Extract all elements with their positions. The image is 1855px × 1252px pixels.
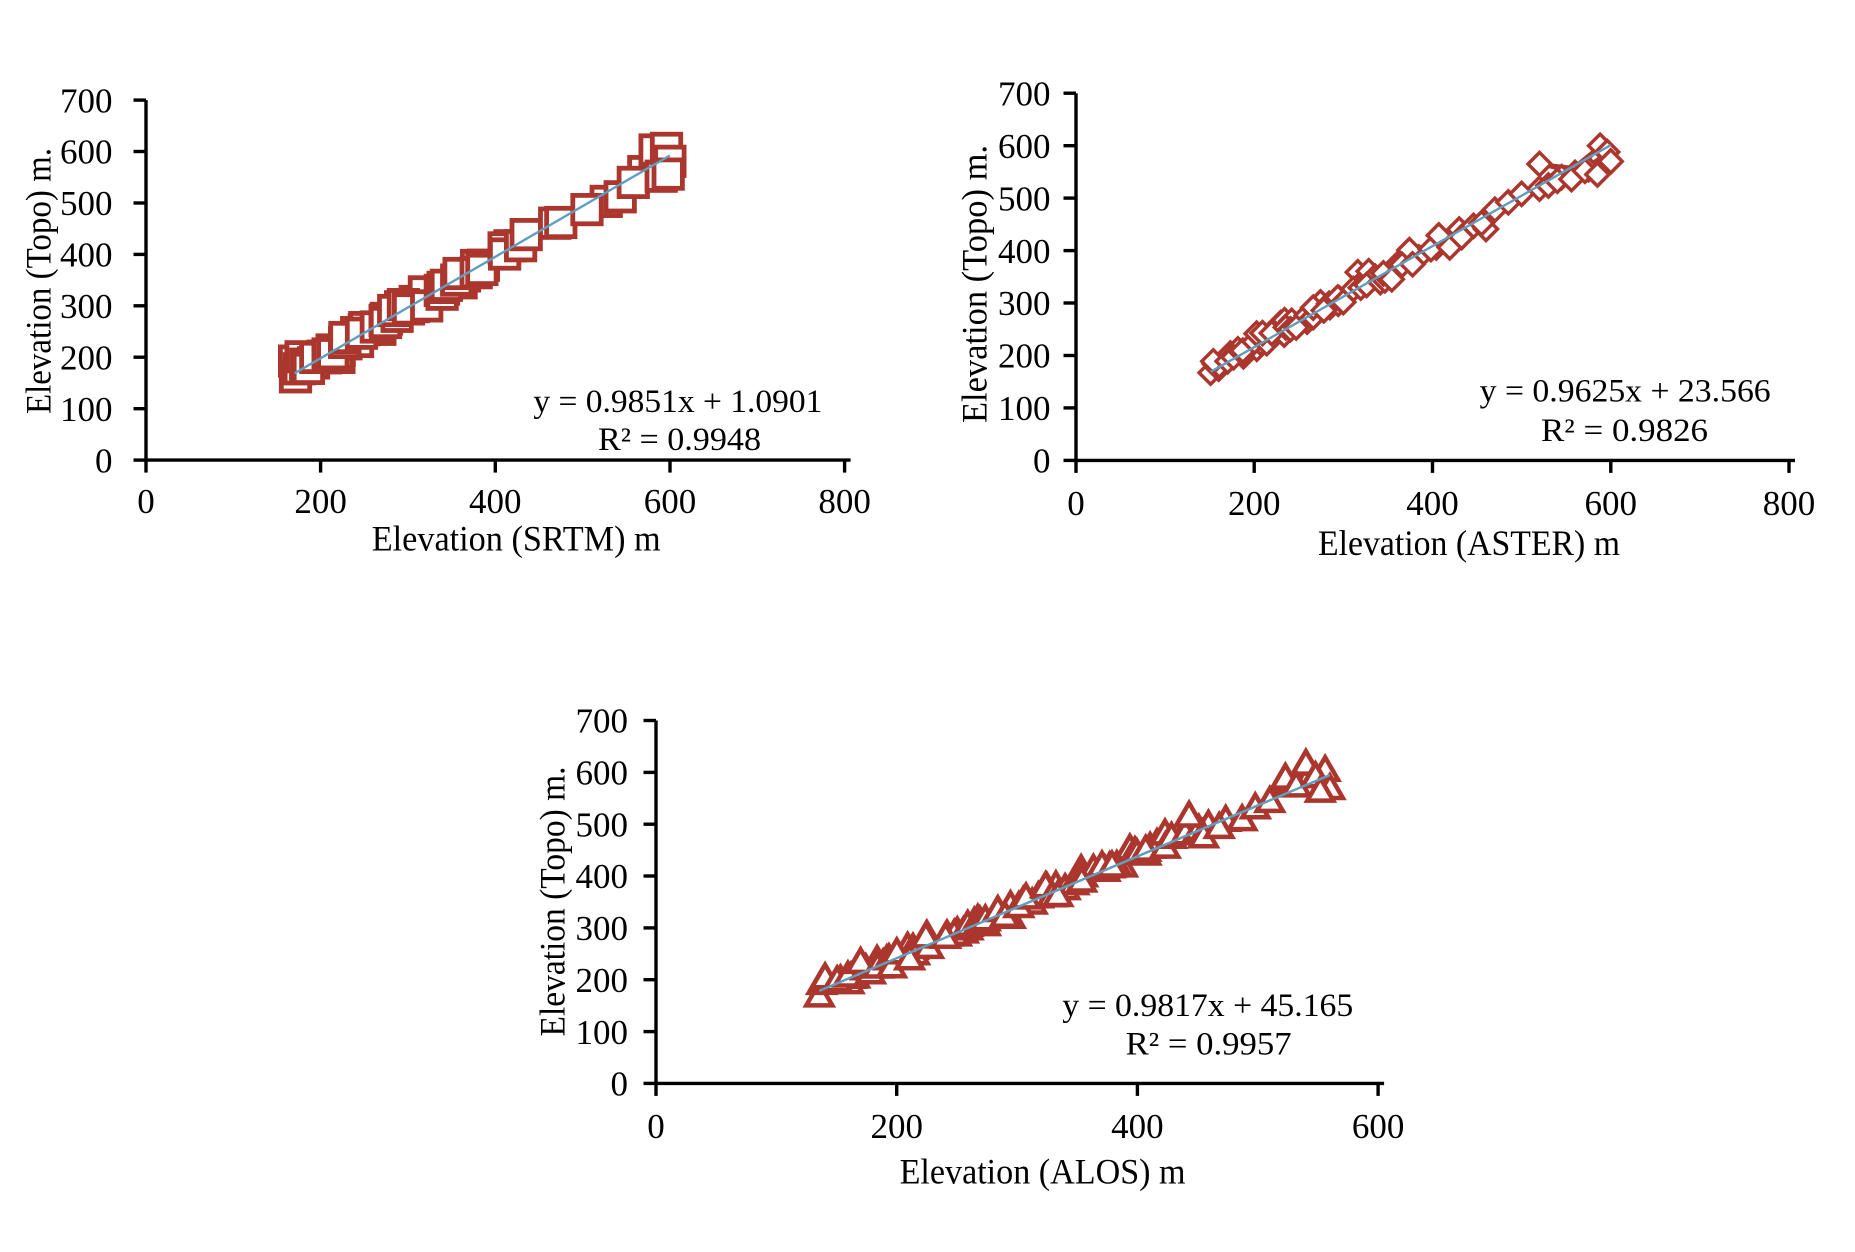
svg-text:500: 500 — [998, 179, 1051, 218]
svg-text:Elevation (ASTER) m: Elevation (ASTER) m — [1318, 523, 1620, 563]
svg-text:0: 0 — [647, 1107, 665, 1146]
svg-text:600: 600 — [1352, 1107, 1405, 1146]
svg-text:400: 400 — [469, 482, 522, 521]
svg-text:400: 400 — [998, 232, 1051, 271]
svg-text:100: 100 — [576, 1013, 629, 1052]
svg-text:700: 700 — [60, 81, 113, 120]
svg-text:R² = 0.9957: R² = 0.9957 — [1126, 1027, 1292, 1063]
svg-text:600: 600 — [576, 754, 629, 793]
svg-text:600: 600 — [1585, 484, 1638, 523]
svg-text:400: 400 — [60, 236, 113, 275]
svg-text:300: 300 — [576, 909, 629, 948]
svg-text:400: 400 — [1111, 1107, 1164, 1146]
svg-text:0: 0 — [137, 482, 155, 521]
svg-text:Elevation (SRTM) m: Elevation (SRTM) m — [372, 519, 661, 559]
svg-text:0: 0 — [95, 441, 113, 480]
svg-text:200: 200 — [294, 482, 347, 521]
svg-text:200: 200 — [60, 338, 113, 377]
svg-text:600: 600 — [60, 133, 113, 172]
svg-text:0: 0 — [1033, 442, 1051, 481]
svg-text:100: 100 — [60, 390, 113, 429]
svg-text:0: 0 — [611, 1065, 629, 1104]
svg-text:200: 200 — [1228, 484, 1281, 523]
svg-text:y = 0.9817x + 45.165: y = 0.9817x + 45.165 — [1062, 988, 1353, 1024]
svg-text:500: 500 — [576, 805, 629, 844]
svg-text:500: 500 — [60, 184, 113, 223]
svg-text:y = 0.9625x + 23.566: y = 0.9625x + 23.566 — [1480, 374, 1771, 410]
svg-text:R² = 0.9948: R² = 0.9948 — [598, 422, 761, 458]
svg-text:800: 800 — [818, 482, 871, 521]
svg-text:700: 700 — [998, 74, 1051, 113]
svg-text:700: 700 — [576, 702, 629, 741]
svg-text:400: 400 — [576, 857, 629, 896]
svg-text:300: 300 — [998, 284, 1051, 323]
svg-text:200: 200 — [870, 1107, 923, 1146]
svg-text:600: 600 — [644, 482, 697, 521]
svg-text:600: 600 — [998, 127, 1051, 166]
svg-text:y = 0.9851x + 1.0901: y = 0.9851x + 1.0901 — [533, 384, 822, 420]
svg-text:0: 0 — [1067, 484, 1085, 523]
svg-text:300: 300 — [60, 287, 113, 326]
svg-text:Elevation (ALOS) m: Elevation (ALOS) m — [900, 1152, 1186, 1192]
svg-text:200: 200 — [576, 961, 629, 1000]
svg-text:200: 200 — [998, 337, 1051, 376]
svg-text:100: 100 — [998, 389, 1051, 428]
svg-text:Elevation (Topo) m.: Elevation (Topo) m. — [955, 145, 995, 423]
svg-text:800: 800 — [1763, 484, 1816, 523]
svg-text:R² = 0.9826: R² = 0.9826 — [1541, 413, 1708, 449]
svg-text:Elevation (Topo) m.: Elevation (Topo) m. — [533, 767, 573, 1037]
svg-text:Elevation (Topo) m.: Elevation (Topo) m. — [19, 148, 59, 414]
svg-text:400: 400 — [1406, 484, 1459, 523]
